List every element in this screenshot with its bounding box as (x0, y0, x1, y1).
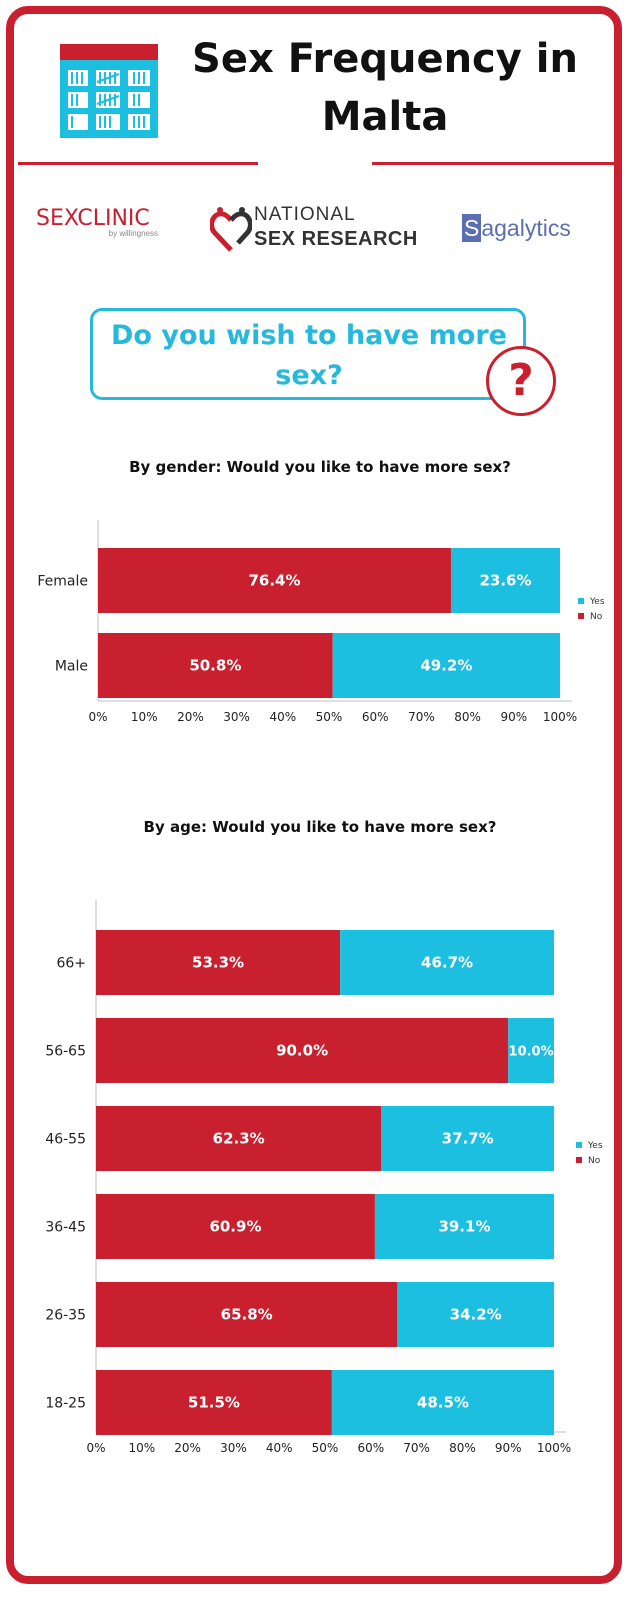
x-tick-label: 70% (403, 1441, 430, 1455)
age-chart: 66+ 53.3% 46.7% 56-65 90.0% 10.0% 46-55 62.3% 37… (45, 900, 603, 1455)
age-chart-title: By age: Would you like to have more sex? (143, 818, 497, 836)
sagalytics-logo-rest: agalytics (481, 215, 571, 241)
sagalytics-logo: Sagalytics (462, 214, 571, 242)
bar-no (96, 1370, 332, 1435)
legend-swatch-no (578, 613, 584, 619)
bar-no (96, 1018, 509, 1083)
bar-yes (381, 1106, 554, 1171)
x-tick-label: 40% (269, 710, 296, 724)
x-tick-label: 10% (131, 710, 158, 724)
nsr-logo-line1: NATIONAL (254, 204, 356, 225)
x-tick-label: 60% (362, 710, 389, 724)
data-label: 46.7% (421, 954, 473, 972)
data-label: 34.2% (450, 1306, 502, 1324)
legend-swatch-no (576, 1157, 582, 1163)
heart-logo-icon (210, 207, 252, 252)
bar-yes (508, 1018, 554, 1083)
data-label: 76.4% (248, 572, 300, 590)
data-label: 60.9% (209, 1218, 261, 1236)
sexclinic-logo-text: SEXCLINIC (36, 206, 150, 231)
calendar-tally-icon (60, 44, 158, 138)
bar-no (98, 633, 333, 698)
data-label: 51.5% (188, 1394, 240, 1412)
x-tick-label: 70% (408, 710, 435, 724)
data-label: 23.6% (479, 572, 531, 590)
gender-chart-title: By gender: Would you like to have more s… (129, 458, 511, 476)
data-label: 48.5% (417, 1394, 469, 1412)
x-tick-label: 50% (312, 1441, 339, 1455)
x-tick-label: 0% (86, 1441, 105, 1455)
legend-label-yes: Yes (589, 597, 605, 607)
x-tick-label: 30% (220, 1441, 247, 1455)
x-tick-label: 20% (174, 1441, 201, 1455)
bar-no (98, 548, 451, 613)
sagalytics-logo-initial: S (462, 214, 482, 242)
category-label: 18-25 (45, 1396, 86, 1412)
x-tick-label: 100% (537, 1441, 571, 1455)
category-label: 66+ (56, 956, 86, 972)
x-tick-label: 80% (454, 710, 481, 724)
nsr-logo: NATIONAL SEX RESEARCH (210, 202, 430, 258)
x-tick-label: 90% (500, 710, 527, 724)
header-divider-right (372, 162, 614, 165)
nsr-logo-line2: SEX RESEARCH (254, 228, 418, 250)
legend-label-no: No (588, 1156, 601, 1166)
data-label: 39.1% (438, 1218, 490, 1236)
data-label: 65.8% (221, 1306, 273, 1324)
data-label: 53.3% (192, 954, 244, 972)
category-label: Male (55, 659, 88, 675)
data-label: 37.7% (442, 1130, 494, 1148)
bar-no (96, 930, 341, 995)
header-divider-left (18, 162, 258, 165)
bar-yes (340, 930, 554, 995)
question-text: Do you wish to have more sex? (111, 320, 507, 391)
bar-no (96, 1282, 398, 1347)
x-tick-label: 90% (495, 1441, 522, 1455)
legend-label-yes: Yes (587, 1141, 603, 1151)
bar-yes (397, 1282, 554, 1347)
bar-yes (332, 633, 560, 698)
x-tick-label: 100% (543, 710, 577, 724)
data-label: 49.2% (420, 657, 472, 675)
bar-yes (450, 548, 560, 613)
category-label: 26-35 (45, 1308, 86, 1324)
category-label: 56-65 (45, 1044, 86, 1060)
x-tick-label: 80% (449, 1441, 476, 1455)
legend-swatch-yes (578, 598, 584, 604)
legend-swatch-yes (576, 1142, 582, 1148)
sexclinic-logo-byline: by willingness (108, 229, 158, 238)
bar-no (96, 1106, 382, 1171)
data-label: 10.0% (509, 1045, 554, 1060)
x-tick-label: 40% (266, 1441, 293, 1455)
gender-chart: Female 76.4% 23.6% Male 50.8% 49.2% 0% 10% 20% 30… (37, 520, 605, 724)
x-tick-label: 0% (88, 710, 107, 724)
bar-yes (374, 1194, 554, 1259)
category-label: 46-55 (45, 1132, 86, 1148)
data-label: 90.0% (276, 1042, 328, 1060)
x-tick-label: 50% (316, 710, 343, 724)
x-tick-label: 30% (223, 710, 250, 724)
bar-no (96, 1194, 375, 1259)
x-tick-label: 10% (128, 1441, 155, 1455)
data-label: 62.3% (213, 1130, 265, 1148)
category-label: 36-45 (45, 1220, 86, 1236)
x-tick-label: 60% (357, 1441, 384, 1455)
question-mark-icon: ? (486, 346, 556, 416)
page-title: Sex Frequency in Malta (192, 36, 578, 140)
category-label: Female (37, 574, 88, 590)
x-tick-label: 20% (177, 710, 204, 724)
data-label: 50.8% (189, 657, 241, 675)
sexclinic-logo: SEXCLINIC by willingness (36, 206, 158, 238)
bar-yes (331, 1370, 554, 1435)
legend-label-no: No (590, 612, 603, 622)
